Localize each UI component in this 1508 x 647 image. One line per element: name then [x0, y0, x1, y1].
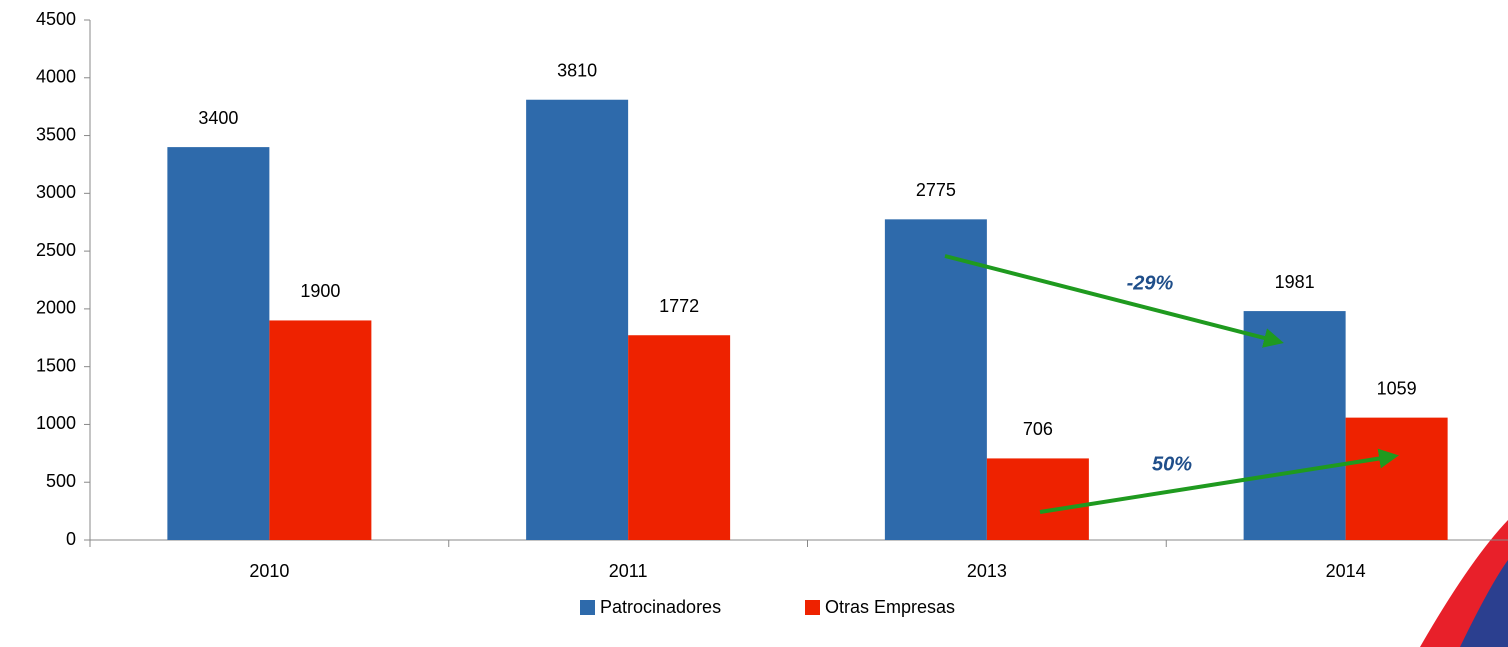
- bar: [526, 99, 629, 540]
- y-tick-label: 3500: [36, 124, 76, 144]
- corner-decoration: [1420, 520, 1508, 647]
- x-tick-label: 2011: [609, 561, 648, 581]
- legend-label: Patrocinadores: [600, 597, 721, 617]
- annotation: 50%: [1152, 453, 1192, 475]
- data-label: 1981: [1275, 272, 1315, 292]
- x-tick-label: 2010: [249, 561, 289, 581]
- y-tick-label: 500: [46, 471, 76, 491]
- data-label: 706: [1023, 419, 1053, 439]
- y-tick-label: 1000: [36, 413, 76, 433]
- y-tick-label: 4500: [36, 9, 76, 29]
- plot: 0 500 1000 1500 2000 2500 3000 3500 4000 4500 2010…: [36, 9, 1448, 617]
- bar: [1345, 417, 1448, 540]
- bar: [269, 320, 372, 540]
- arrow: [944, 254, 1284, 348]
- bar: [986, 458, 1089, 540]
- y-tick-label: 3000: [36, 182, 76, 202]
- y-tick-label: 1500: [36, 355, 76, 375]
- data-label: 3810: [557, 60, 597, 80]
- bar: [628, 335, 731, 540]
- bar: [167, 147, 270, 540]
- y-tick-label: 2500: [36, 240, 76, 260]
- arrow: [1039, 448, 1399, 514]
- x-tick-label: 2014: [1326, 561, 1366, 581]
- legend-swatch: [580, 600, 595, 615]
- y-tick-label: 2000: [36, 298, 76, 318]
- y-tick-label: 4000: [36, 67, 76, 87]
- x-tick-label: 2013: [967, 561, 1007, 581]
- bar: [1243, 311, 1346, 540]
- bar: [884, 219, 987, 541]
- y-tick-label: 0: [66, 529, 76, 549]
- data-label: 2775: [916, 180, 956, 200]
- data-label: 3400: [198, 108, 238, 128]
- legend-label: Otras Empresas: [825, 597, 955, 617]
- data-label: 1772: [659, 296, 699, 316]
- data-label: 1059: [1377, 378, 1417, 398]
- data-label: 1900: [300, 281, 340, 301]
- annotation: -29%: [1127, 272, 1174, 294]
- legend-swatch: [805, 600, 820, 615]
